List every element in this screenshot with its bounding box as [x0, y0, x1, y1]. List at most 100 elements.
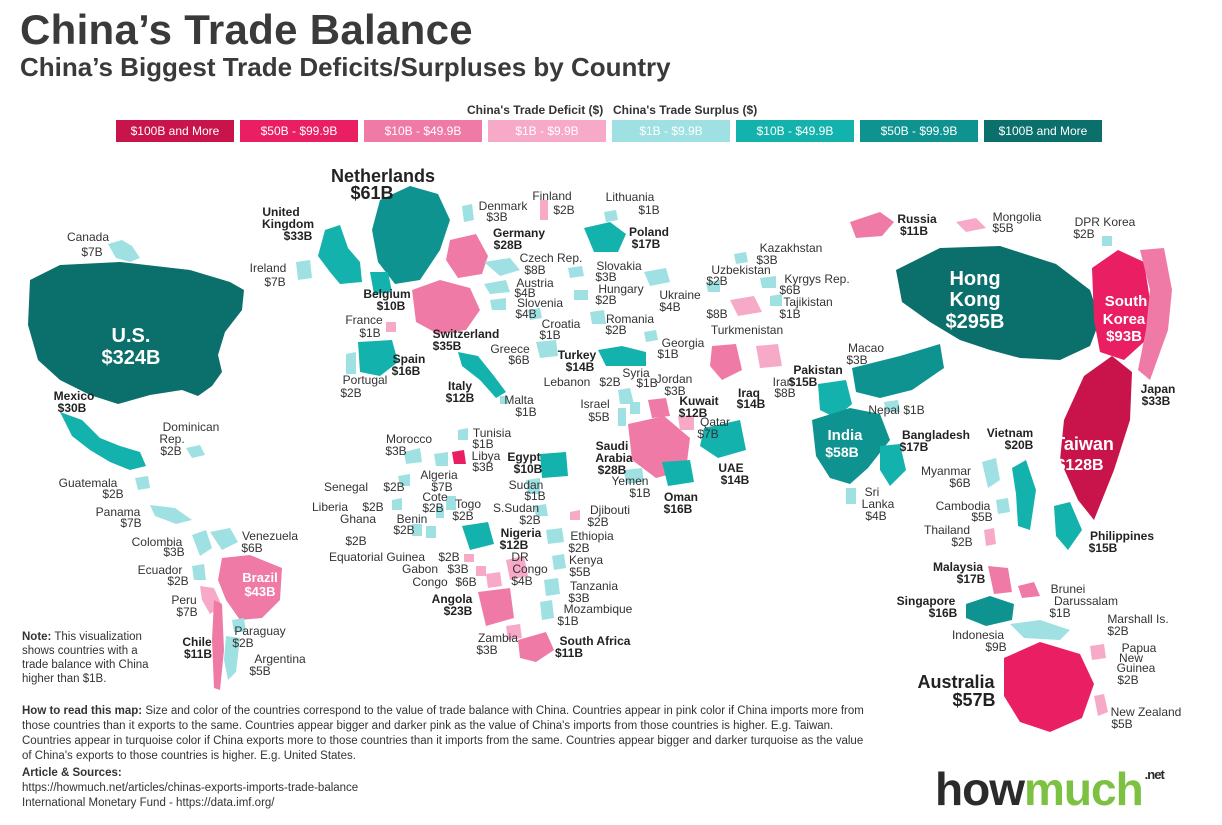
label-nepal-name: Nepal [868, 403, 899, 417]
label-drcongo-name: DR [511, 550, 529, 564]
shape-dprkorea [1102, 236, 1112, 246]
label-tunisia-value: $1B [472, 437, 493, 451]
label-libya-name: Libya [472, 449, 501, 463]
label-cambodia-name: Cambodia [936, 499, 991, 513]
label-kuwait-value: $12B [679, 406, 708, 420]
label-saudi-value: $28B [598, 463, 627, 477]
legend-surplus-100b: $100B and More [984, 120, 1102, 142]
label-newzealand-value: $5B [1111, 717, 1132, 731]
label-germany-name: Germany [493, 226, 545, 240]
label-png-value: $2B [1117, 673, 1138, 687]
label-yemen-value: $1B [629, 486, 650, 500]
label-gabon-name: Gabon [402, 562, 438, 576]
label-singapore-value: $16B [929, 606, 958, 620]
shape-egypt [540, 452, 568, 478]
small-labels: Canada $7B United Kingdom $33B Ireland $… [54, 189, 1182, 731]
label-qatar-name: Qatar [700, 415, 730, 429]
label-chile-name: Chile [182, 635, 212, 649]
shape-mongolia [956, 218, 986, 232]
label-pakistan-value: $15B [789, 375, 818, 389]
label-dominican-value: $2B [160, 444, 181, 458]
label-belgium-name: Belgium [363, 287, 410, 301]
label-mexico-name: Mexico [54, 389, 95, 403]
sources-link-imf[interactable]: International Monetary Fund - https://da… [22, 797, 275, 809]
label-israel-name: Israel [580, 397, 609, 411]
label-myanmar-value: $6B [949, 476, 970, 490]
shape-france [386, 322, 396, 332]
shape-syria [618, 388, 634, 404]
label-tanzania-value: $3B [568, 591, 589, 605]
label-mexico-value: $30B [58, 401, 87, 415]
howto-label: How to read this map: [22, 705, 143, 717]
label-benin-name: Togo [455, 497, 481, 511]
shape-thailand [984, 528, 996, 546]
label-congo-value: $6B [455, 575, 476, 589]
label-angola-name: Angola [432, 592, 473, 606]
label-argentina-name: Argentina [254, 652, 306, 666]
shape-tajikistan [770, 294, 782, 306]
shape-russia [850, 212, 894, 238]
shape-ireland [296, 260, 312, 280]
shape-pakistan [818, 380, 852, 418]
label-marshall-name: Marshall Is. [1107, 612, 1168, 626]
label-algeria-value: $7B [431, 480, 452, 494]
label-denmark-name: Denmark [479, 199, 529, 213]
label-canada-name: Canada [67, 230, 109, 244]
label-gabon-value: $3B [447, 562, 468, 576]
label-southkorea-value: $93B [1106, 328, 1142, 345]
label-peru-value: $7B [176, 605, 197, 619]
label-jordan-name: Jordan [656, 372, 693, 386]
shape-yemen [624, 468, 644, 484]
shape-kuwait [648, 398, 670, 418]
label-greece-name: Greece [490, 342, 530, 356]
shape-djibouti [570, 510, 580, 520]
shape-angola [478, 588, 514, 626]
label-srilanka-name2: Lanka [862, 497, 895, 511]
label-paraguay-name: Paraguay [234, 624, 285, 638]
label-belgium-value: $10B [377, 299, 406, 313]
label-malta-value: $1B [515, 405, 536, 419]
label-pakistan-name: Pakistan [793, 363, 842, 377]
label-switzerland-value: $35B [433, 339, 462, 353]
label-togo-name: Cote [422, 490, 448, 504]
label-benin-value: $2B [452, 509, 473, 523]
shape-newzealand [1094, 694, 1108, 716]
label-austria-name: Austria [516, 276, 554, 290]
label-guatemala-name: Guatemala [59, 476, 118, 490]
label-oman-name: Oman [664, 490, 698, 504]
shape-qatar [678, 416, 694, 430]
shape-nepal [884, 400, 900, 412]
label-png-name3: Guinea [1117, 661, 1156, 675]
shape-poland [584, 222, 626, 252]
shape-togo [436, 506, 444, 518]
shape-australia [1004, 642, 1094, 732]
shape-kazakhstan [734, 252, 748, 264]
legend-deficit-50b: $50B - $99.9B [240, 120, 358, 142]
shape-portugal [346, 352, 356, 374]
page-subtitle: China’s Biggest Trade Deficits/Surpluses… [20, 52, 671, 82]
logo-much: much [1023, 763, 1144, 815]
shape-germany [446, 234, 488, 278]
label-japan-name: Japan [1141, 382, 1176, 396]
label-srilanka-name: Sri [865, 485, 880, 499]
label-poland-value: $17B [632, 237, 661, 251]
shape-denmark [462, 204, 474, 222]
shape-switzerland [412, 280, 480, 334]
note-label: Note: [22, 631, 52, 643]
label-japan-value: $33B [1142, 394, 1171, 408]
label-ukraine-name: Ukraine [659, 288, 701, 302]
label-taiwan-value: $128B [1056, 457, 1103, 474]
sources-link-article[interactable]: https://howmuch.net/articles/chinas-expo… [22, 782, 359, 794]
shape-brazil [218, 555, 282, 620]
shape-greece [536, 340, 558, 358]
label-congo-name: Congo [412, 575, 448, 589]
label-qatar-value: $7B [697, 427, 718, 441]
shape-tunisia [458, 428, 468, 440]
label-southkorea-name1: South [1105, 293, 1148, 310]
label-angola-value: $23B [444, 604, 473, 618]
label-saudi-name: Saudi [596, 439, 629, 453]
label-liberia-name: Liberia [312, 500, 348, 514]
label-croatia-value: $1B [539, 328, 560, 342]
shape-singapore [966, 596, 1014, 626]
legend-deficit-label: China's Trade Deficit ($) [467, 103, 604, 117]
